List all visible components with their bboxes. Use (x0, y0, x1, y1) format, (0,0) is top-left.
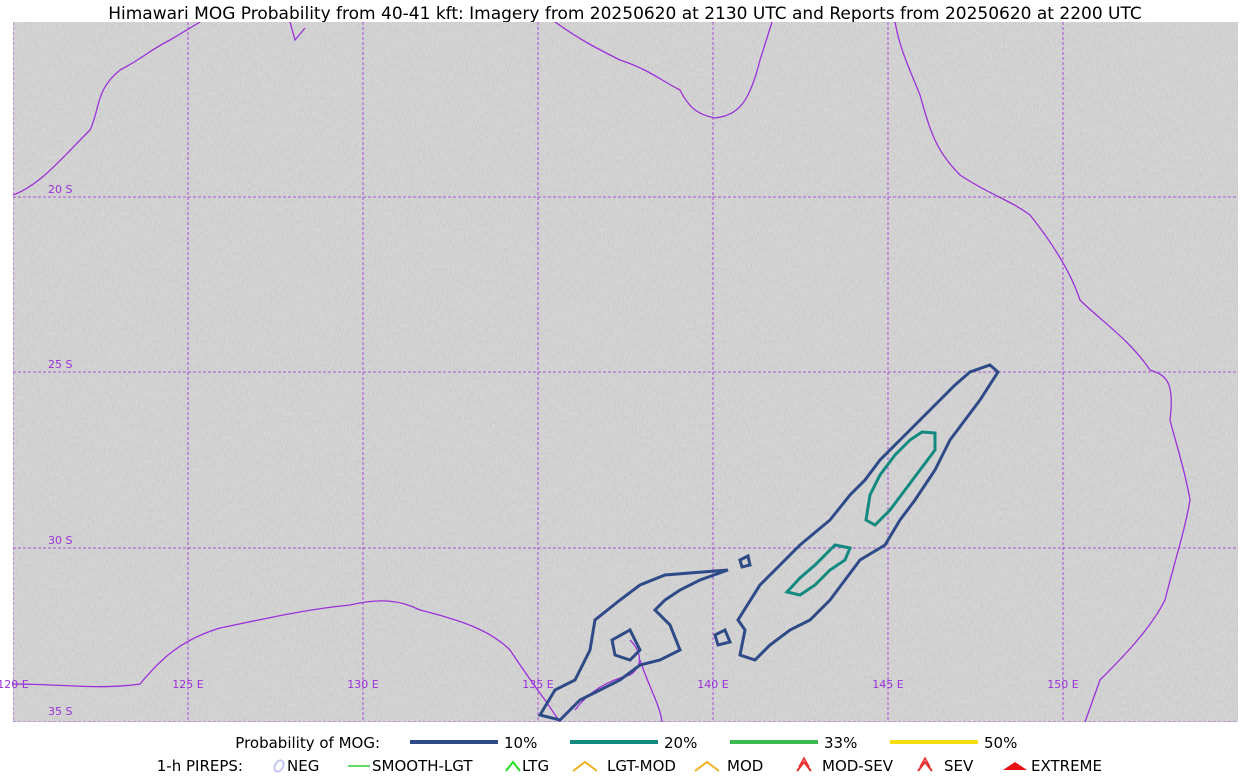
legend-label: NEG (287, 757, 319, 775)
legend-label: SEV (944, 757, 974, 775)
lat-label: 35 S (48, 705, 72, 718)
legend-label: 33% (824, 734, 857, 752)
lon-label: 125 E (172, 678, 203, 691)
pirep-icon (572, 760, 598, 772)
probability-contours (537, 363, 1000, 722)
contour-20-percent (784, 543, 853, 597)
pirep-icon (694, 760, 720, 772)
contour-20-percent (864, 430, 937, 527)
lat-label: 30 S (48, 534, 72, 547)
pirep-icon (505, 760, 521, 772)
pirep-icon (798, 756, 810, 768)
lon-label: 145 E (872, 678, 903, 691)
lon-label: 135 E (522, 678, 553, 691)
lon-label: 120 E (0, 678, 29, 691)
lon-label: 150 E (1047, 678, 1078, 691)
legend-title: Probability of MOG: (235, 734, 380, 752)
legend-label: 20% (664, 734, 697, 752)
legend-label: MOD-SEV (822, 757, 894, 775)
pirep-icon (1003, 762, 1027, 770)
pirep-icon (919, 756, 931, 768)
lat-label: 25 S (48, 358, 72, 371)
legend-label: MOD (727, 757, 763, 775)
contour-10-percent (610, 627, 642, 662)
legend-label: LTG (522, 757, 549, 775)
lon-label: 140 E (697, 678, 728, 691)
map (13, 22, 1238, 722)
legend-label: 50% (984, 734, 1017, 752)
title: Himawari MOG Probability from 40-41 kft:… (108, 4, 1142, 24)
pirep-icon (796, 760, 812, 772)
lat-label: 20 S (48, 183, 72, 196)
legend-label: LGT-MOD (607, 757, 676, 775)
legend: Probability of MOG: 10% 20% 33% 50% 1-h PIREP… (157, 734, 1102, 775)
lon-label: 130 E (347, 678, 378, 691)
contour-10-percent (713, 553, 752, 647)
grid-labels: 20 S 25 S 30 S 35 S 120 E 125 E 130 E 135 E 140 … (0, 183, 1079, 718)
contour-10-percent (736, 363, 1000, 662)
legend-title: 1-h PIREPS: (157, 757, 243, 775)
pirep-icon (273, 759, 285, 773)
legend-label: EXTREME (1031, 757, 1102, 775)
legend-label: 10% (504, 734, 537, 752)
contour-10-percent (537, 568, 729, 722)
legend-label: SMOOTH-LGT (372, 757, 473, 775)
grid (13, 22, 1238, 722)
pirep-icon (917, 760, 933, 772)
